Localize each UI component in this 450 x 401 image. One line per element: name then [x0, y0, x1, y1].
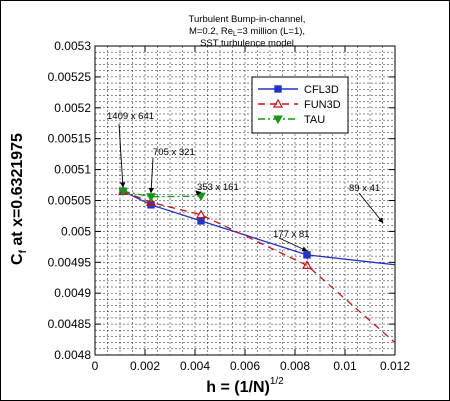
title-line-3: SST turbulence model [200, 38, 294, 49]
annotation-arrows [118, 123, 384, 252]
y-tick-label: 0.00485 [48, 317, 92, 331]
legend-box [251, 76, 349, 134]
annotation-label: 705 x 321 [153, 147, 195, 158]
y-tick-label: 0.00525 [48, 70, 92, 84]
plot-border [94, 45, 396, 356]
data-point [118, 187, 128, 197]
series-line [122, 190, 202, 198]
annotation-label: 89 x 41 [349, 183, 380, 194]
y-tick-label: 0.00515 [48, 132, 92, 146]
chart-title: Turbulent Bump-in-channel, M=0.2, ReL=3 … [189, 14, 306, 49]
legend-label: CFL3D [304, 84, 339, 96]
y-axis-label-suffix: at x=0.6321975 [9, 133, 26, 250]
series-line [122, 190, 396, 266]
y-tick-label: 0.00505 [48, 194, 92, 208]
data-point [301, 260, 313, 269]
data-point [303, 251, 311, 259]
x-tick-label: 0.012 [380, 359, 410, 373]
data-point [145, 197, 157, 206]
x-tick-label: 0.01 [333, 359, 357, 373]
x-tick-label: 0.004 [180, 359, 210, 373]
title-line-1: Turbulent Bump-in-channel, [189, 14, 306, 25]
data-point [195, 209, 207, 219]
legend-marker [274, 85, 282, 93]
annotation-label: 177 x 81 [273, 229, 309, 240]
series-line [122, 190, 396, 344]
legend-label: FUN3D [304, 99, 341, 111]
title-line-2: M=0.2, ReL=3 million (L=1), [189, 26, 305, 38]
series-fun3d [117, 186, 396, 344]
title-line-2a: M=0.2, Re [189, 26, 233, 37]
y-axis-label: Cf at x=0.6321975 [9, 133, 29, 265]
x-tick-label: 0.002 [130, 359, 160, 373]
annotation-arrow [148, 157, 154, 194]
annotation-arrow [358, 192, 384, 224]
y-tick-label: 0.0048 [54, 348, 91, 362]
annotation-label: 353 x 161 [197, 182, 239, 193]
data-point [197, 217, 205, 225]
legend-label: TAU [304, 114, 325, 126]
y-tick-label: 0.0051 [54, 163, 91, 177]
data-point [146, 193, 156, 202]
annotation-arrow [195, 190, 202, 196]
x-axis-label: h = (1/N)1/2 [206, 376, 284, 396]
x-axis-label-main: h = (1/N) [206, 379, 270, 396]
annotation-arrow [278, 237, 308, 252]
legend-marker [272, 98, 284, 108]
x-tick-label: 0.008 [280, 359, 310, 373]
annotation-label: 1409 x 641 [107, 111, 154, 122]
grid [94, 45, 396, 356]
y-tick-label: 0.00495 [48, 255, 92, 269]
x-tick-label: 0.006 [230, 359, 260, 373]
y-tick-label: 0.0052 [54, 101, 91, 115]
x-axis-label-superscript: 1/2 [270, 376, 284, 387]
title-subscript: L [233, 31, 237, 38]
y-tick-label: 0.0053 [54, 39, 91, 53]
y-tick-label: 0.0049 [54, 286, 91, 300]
legend-marker [273, 115, 283, 125]
x-tick-label: 0 [92, 359, 99, 373]
series-group [117, 186, 396, 344]
y-axis-label-main: C [9, 253, 26, 265]
legend: CFL3D FUN3D TAU [251, 76, 349, 134]
annotation-arrow [118, 123, 126, 188]
title-line-2b: =3 million (L=1), [237, 26, 305, 37]
y-tick-label: 0.005 [61, 224, 91, 238]
tick-labels: 0 0.002 0.004 0.006 0.008 0.01 0.012 0.0048 0.00… [48, 39, 411, 373]
legend-entries: CFL3D FUN3D TAU [258, 84, 341, 126]
y-axis-label-subscript: f [18, 249, 29, 253]
